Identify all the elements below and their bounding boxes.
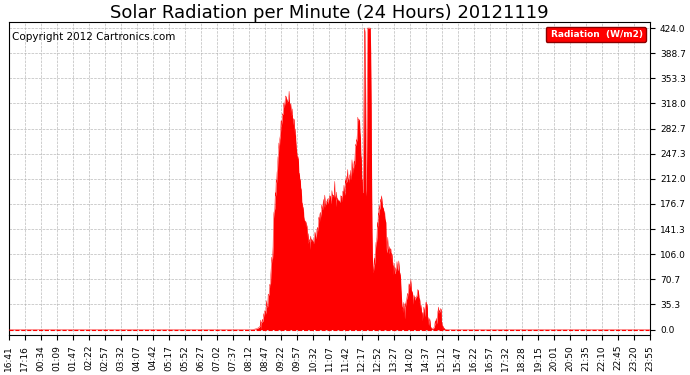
Title: Solar Radiation per Minute (24 Hours) 20121119: Solar Radiation per Minute (24 Hours) 20… <box>110 4 549 22</box>
Text: Copyright 2012 Cartronics.com: Copyright 2012 Cartronics.com <box>12 32 175 42</box>
Legend: Radiation  (W/m2): Radiation (W/m2) <box>546 27 646 42</box>
